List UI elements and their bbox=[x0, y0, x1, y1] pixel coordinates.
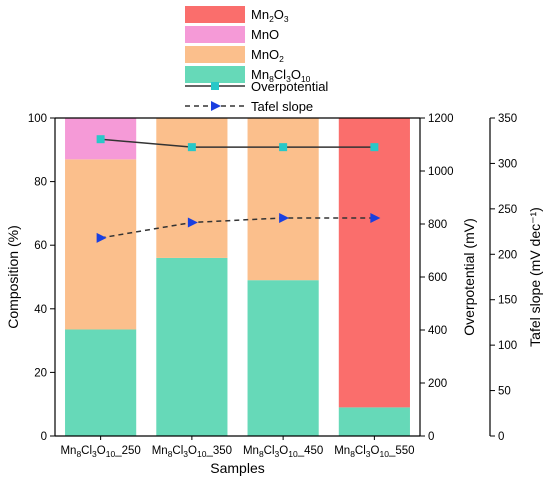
y3-tick-label-5: 250 bbox=[498, 204, 517, 216]
y2-axis-title: Overpotential (mV) bbox=[461, 218, 477, 335]
y-tick-label-1: 20 bbox=[34, 367, 47, 379]
y2-tick-label-5: 1000 bbox=[428, 166, 454, 178]
y2-tick-label-6: 1200 bbox=[428, 113, 454, 125]
bar-1-2 bbox=[247, 118, 319, 281]
legend-marker-5 bbox=[211, 101, 221, 111]
bar-0-2 bbox=[247, 280, 319, 436]
y2-tick-label-1: 200 bbox=[428, 378, 447, 390]
y3-axis-title: Tafel slope (mV dec⁻¹) bbox=[527, 207, 543, 347]
legend-label-3: Mn8Cl3O10 bbox=[251, 67, 311, 84]
plot-area: 0204060801000200400600800100012000501001… bbox=[5, 113, 543, 476]
y3-tick-label-1: 50 bbox=[498, 386, 511, 398]
marker-1-1 bbox=[187, 217, 198, 228]
line-0 bbox=[100, 138, 375, 148]
y-tick-label-0: 0 bbox=[41, 431, 47, 443]
y3-tick-label-6: 300 bbox=[498, 158, 517, 170]
marker-1-2 bbox=[279, 212, 290, 223]
y-tick-label-4: 80 bbox=[34, 177, 47, 189]
x-tick-label-2: Mn8Cl3O10_450 bbox=[243, 445, 323, 459]
y3-tick-label-3: 150 bbox=[498, 295, 517, 307]
line-1 bbox=[100, 217, 375, 239]
y2-tick-label-2: 400 bbox=[428, 325, 447, 337]
legend-label-0: Mn2O3 bbox=[251, 7, 289, 24]
marker-1-0 bbox=[96, 232, 107, 243]
bar-1-0 bbox=[65, 159, 137, 330]
y-tick-label-3: 60 bbox=[34, 240, 47, 252]
legend-swatch-2 bbox=[185, 46, 245, 63]
y2-tick-label-4: 800 bbox=[428, 219, 447, 231]
legend-swatch-0 bbox=[185, 6, 245, 23]
y2-tick-label-0: 0 bbox=[428, 431, 434, 443]
y3-tick-label-7: 350 bbox=[498, 113, 517, 125]
legend-label-4: Overpotential bbox=[251, 79, 328, 94]
x-tick-label-1: Mn8Cl3O10_350 bbox=[152, 445, 232, 459]
marker-0-3 bbox=[370, 143, 379, 152]
legend-label-1: MnO bbox=[251, 27, 279, 42]
x-axis-title: Samples bbox=[210, 460, 264, 476]
y-tick-label-5: 100 bbox=[28, 113, 47, 125]
y3-tick-label-4: 200 bbox=[498, 249, 517, 261]
legend-swatch-1 bbox=[185, 26, 245, 43]
bar-0-0 bbox=[65, 329, 137, 436]
marker-0-0 bbox=[96, 135, 105, 144]
legend-marker-4 bbox=[211, 82, 219, 90]
x-tick-label-0: Mn8Cl3O10_250 bbox=[60, 445, 140, 459]
legend-label-5: Tafel slope bbox=[251, 99, 313, 114]
bar-0-3 bbox=[338, 407, 410, 436]
marker-0-2 bbox=[279, 143, 288, 152]
y3-tick-label-0: 0 bbox=[498, 431, 504, 443]
marker-0-1 bbox=[187, 143, 196, 152]
x-tick-label-3: Mn8Cl3O10_550 bbox=[334, 445, 414, 459]
legend-label-2: MnO2 bbox=[251, 47, 284, 64]
y-tick-label-2: 40 bbox=[34, 304, 47, 316]
marker-1-3 bbox=[370, 212, 381, 223]
y3-tick-label-2: 100 bbox=[498, 340, 517, 352]
bar-1-1 bbox=[156, 118, 228, 258]
bar-3-3 bbox=[338, 118, 410, 408]
y-axis-title: Composition (%) bbox=[5, 225, 21, 328]
legend-swatch-3 bbox=[185, 66, 245, 83]
y2-tick-label-3: 600 bbox=[428, 272, 447, 284]
bar-0-1 bbox=[156, 257, 228, 436]
